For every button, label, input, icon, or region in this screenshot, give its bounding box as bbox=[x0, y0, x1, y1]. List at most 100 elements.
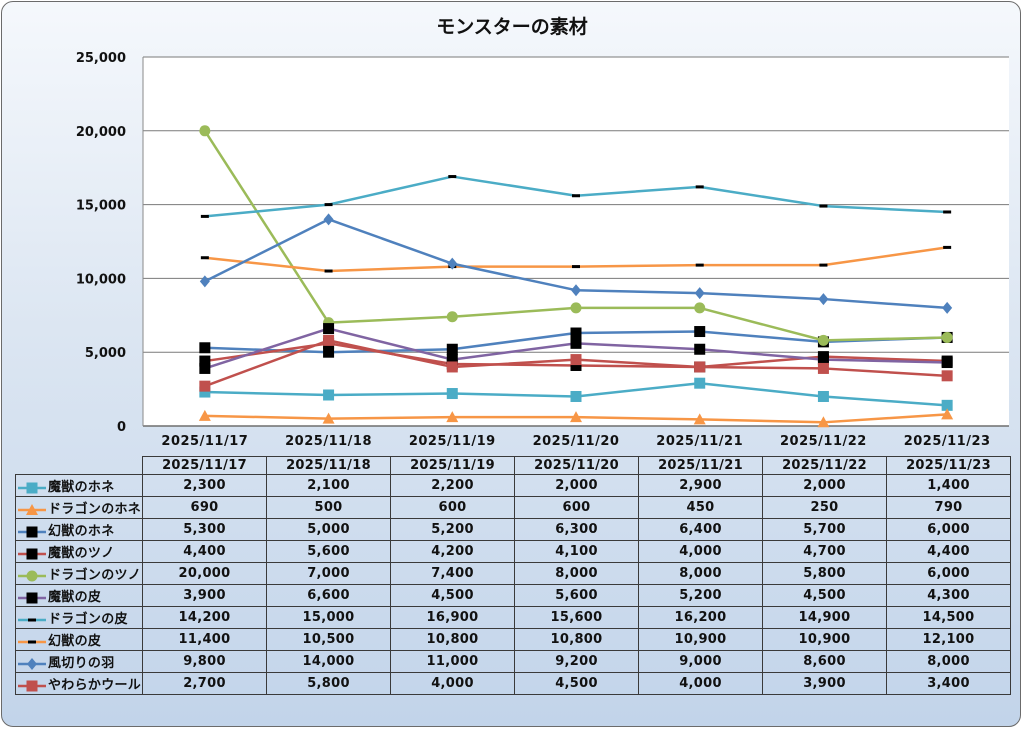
data-point bbox=[448, 175, 457, 179]
table-cell: 8,000 bbox=[638, 562, 763, 585]
legend-key-icon bbox=[18, 657, 46, 670]
data-point bbox=[694, 343, 706, 355]
series-7 bbox=[200, 175, 952, 218]
table-row: 魔獣の皮 3,900 6,600 4,500 5,600 5,200 4,500 4,300 bbox=[15, 584, 1011, 607]
table-cell: 5,000 bbox=[266, 518, 391, 541]
table-cell: 14,900 bbox=[762, 606, 887, 629]
gridlines bbox=[142, 56, 1009, 427]
x-axis-ticks: 2025/11/17 2025/11/18 2025/11/19 2025/11/20… bbox=[161, 434, 990, 449]
table-cell: 7,000 bbox=[266, 562, 391, 585]
table-cell: 5,800 bbox=[762, 562, 887, 585]
table-row: 幻獣の皮 11,400 10,500 10,800 10,800 10,900 10,900… bbox=[15, 628, 1011, 651]
data-point bbox=[199, 275, 210, 288]
data-point bbox=[570, 302, 582, 314]
data-point bbox=[570, 337, 582, 349]
data-point bbox=[199, 386, 211, 398]
table-cell: 790 bbox=[886, 496, 1011, 519]
legend-key-icon bbox=[18, 526, 46, 537]
data-point bbox=[693, 413, 706, 425]
series-label: 魔獣の皮 bbox=[48, 590, 102, 605]
data-point bbox=[695, 263, 704, 267]
table-cell: 14,500 bbox=[886, 606, 1011, 629]
series-name-cell: 幻獣のホネ bbox=[15, 518, 143, 541]
series-name-cell: 幻獣の皮 bbox=[15, 628, 143, 651]
legend-key-icon bbox=[18, 503, 46, 515]
data-point bbox=[199, 342, 211, 354]
table-cell: 4,000 bbox=[390, 672, 515, 695]
y-tick-label: 10,000 bbox=[76, 272, 126, 287]
table-cell: 8,000 bbox=[514, 562, 639, 585]
table-row: ドラゴンの皮 14,200 15,000 16,900 15,600 16,200 14,9… bbox=[15, 606, 1011, 629]
table-header-cell: 2025/11/21 bbox=[638, 456, 763, 475]
x-tick-label: 2025/11/21 bbox=[656, 434, 743, 449]
series-9 bbox=[199, 213, 953, 314]
y-axis-ticks: 0 5,000 10,000 15,000 20,000 25,000 bbox=[76, 51, 126, 435]
table-row: 魔獣のホネ 2,300 2,100 2,200 2,000 2,900 2,000 1,400 bbox=[15, 474, 1011, 497]
series-2 bbox=[198, 408, 954, 428]
table-cell: 4,100 bbox=[514, 540, 639, 563]
table-cell: 8,000 bbox=[886, 650, 1011, 673]
table-cell: 1,400 bbox=[886, 474, 1011, 497]
series-name-cell: ドラゴンの皮 bbox=[15, 606, 143, 629]
y-tick-label: 0 bbox=[117, 420, 126, 435]
data-point bbox=[446, 343, 458, 355]
legend-key-icon bbox=[18, 548, 46, 559]
data-point bbox=[199, 355, 211, 367]
table-cell: 4,500 bbox=[390, 584, 515, 607]
data-point bbox=[323, 389, 335, 401]
data-point bbox=[942, 301, 953, 314]
data-point bbox=[199, 125, 211, 137]
series-1 bbox=[199, 377, 953, 411]
series-label: 幻獣のホネ bbox=[48, 524, 115, 539]
table-header-cell: 2025/11/18 bbox=[266, 456, 391, 475]
x-tick-label: 2025/11/17 bbox=[161, 434, 248, 449]
data-point bbox=[817, 390, 829, 402]
data-point bbox=[694, 326, 706, 338]
x-tick-label: 2025/11/18 bbox=[285, 434, 372, 449]
table-cell: 5,600 bbox=[266, 540, 391, 563]
table-cell: 6,400 bbox=[638, 518, 763, 541]
table-cell: 10,900 bbox=[638, 628, 763, 651]
table-cell: 4,000 bbox=[638, 672, 763, 695]
data-point bbox=[446, 388, 458, 400]
data-point bbox=[198, 409, 211, 421]
x-tick-label: 2025/11/23 bbox=[904, 434, 991, 449]
data-point bbox=[323, 334, 335, 346]
data-point bbox=[199, 362, 211, 374]
table-cell: 690 bbox=[142, 496, 267, 519]
table-cell: 14,000 bbox=[266, 650, 391, 673]
legend-key-icon bbox=[18, 482, 46, 493]
table-header-cell: 2025/11/19 bbox=[390, 456, 515, 475]
table-cell: 6,300 bbox=[514, 518, 639, 541]
series-label: 幻獣の皮 bbox=[48, 634, 102, 649]
data-point bbox=[817, 334, 829, 346]
data-point bbox=[446, 354, 458, 366]
data-point bbox=[323, 213, 334, 226]
series-label: やわらかウール bbox=[48, 678, 142, 693]
table-cell: 500 bbox=[266, 496, 391, 519]
series-label: ドラゴンの皮 bbox=[48, 612, 128, 627]
data-point bbox=[446, 361, 458, 373]
table-cell: 2,200 bbox=[390, 474, 515, 497]
data-point bbox=[322, 412, 335, 424]
series-label: ドラゴンのホネ bbox=[48, 502, 142, 517]
table-cell: 250 bbox=[762, 496, 887, 519]
table-cell: 9,000 bbox=[638, 650, 763, 673]
data-point bbox=[570, 354, 582, 366]
data-point bbox=[446, 411, 459, 423]
data-point bbox=[570, 390, 582, 402]
series-name-cell: 魔獣のホネ bbox=[15, 474, 143, 497]
series-name-cell: やわらかウール bbox=[15, 672, 143, 695]
table-row: やわらかウール 2,700 5,800 4,000 4,500 4,000 3,900 3,4… bbox=[15, 672, 1011, 695]
data-point bbox=[694, 377, 706, 389]
table-header-cell: 2025/11/20 bbox=[514, 456, 639, 475]
data-point bbox=[324, 203, 333, 207]
table-cell: 600 bbox=[514, 496, 639, 519]
legend-key-marker bbox=[26, 482, 38, 493]
table-header-row: 2025/11/17 2025/11/18 2025/11/19 2025/11/20… bbox=[15, 456, 1011, 475]
table-cell: 6,000 bbox=[886, 518, 1011, 541]
y-tick-label: 20,000 bbox=[76, 125, 126, 140]
table-cell: 3,900 bbox=[142, 584, 267, 607]
table-cell: 2,700 bbox=[142, 672, 267, 695]
legend-key-marker bbox=[27, 657, 37, 670]
